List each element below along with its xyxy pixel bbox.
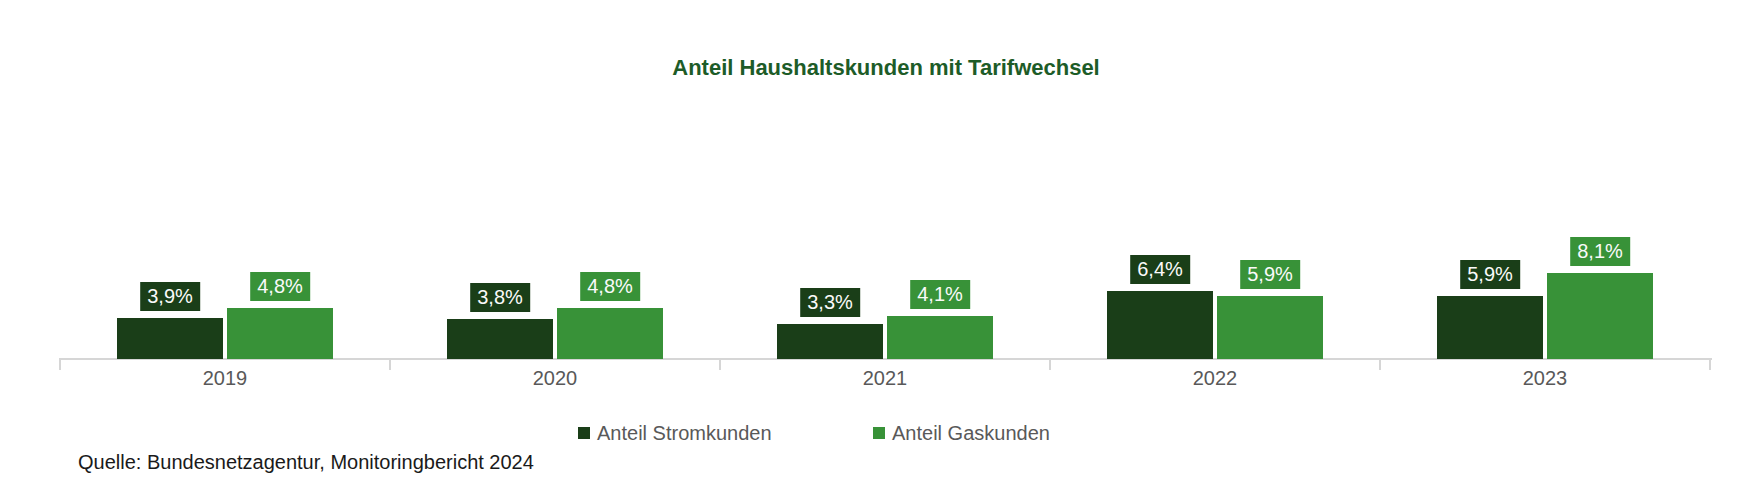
legend: Anteil Stromkunden Anteil Gaskunden bbox=[0, 421, 1737, 447]
x-tick-label-2022: 2022 bbox=[1050, 366, 1380, 390]
x-axis-tick bbox=[1709, 358, 1711, 370]
bar-value-label: 3,3% bbox=[800, 288, 860, 317]
bar-2020-gas bbox=[557, 308, 663, 359]
legend-item-stromkunden: Anteil Stromkunden bbox=[578, 421, 772, 445]
legend-label: Anteil Stromkunden bbox=[597, 422, 772, 445]
bar-2022-strom bbox=[1107, 291, 1213, 359]
source-note: Quelle: Bundesnetzagentur, Monitoringber… bbox=[78, 451, 534, 474]
bar-value-label: 4,1% bbox=[910, 280, 970, 309]
bar-value-label: 8,1% bbox=[1570, 237, 1630, 266]
bar-2019-gas bbox=[227, 308, 333, 359]
legend-swatch-icon bbox=[578, 427, 590, 439]
bar-2023-strom bbox=[1437, 296, 1543, 359]
x-tick-label-2019: 2019 bbox=[60, 366, 390, 390]
bar-value-label: 4,8% bbox=[250, 272, 310, 301]
bar-2021-gas bbox=[887, 316, 993, 359]
chart-canvas: Anteil Haushaltskunden mit Tarifwechsel … bbox=[0, 0, 1737, 496]
chart-title: Anteil Haushaltskunden mit Tarifwechsel bbox=[60, 55, 1712, 81]
x-tick-label-2021: 2021 bbox=[720, 366, 1050, 390]
bar-2020-strom bbox=[447, 319, 553, 359]
bar-value-label: 4,8% bbox=[580, 272, 640, 301]
bar-2023-gas bbox=[1547, 273, 1653, 359]
bar-2021-strom bbox=[777, 324, 883, 359]
legend-item-gaskunden: Anteil Gaskunden bbox=[873, 421, 1050, 445]
legend-label: Anteil Gaskunden bbox=[892, 422, 1050, 445]
x-tick-label-2020: 2020 bbox=[390, 366, 720, 390]
bar-value-label: 3,8% bbox=[470, 283, 530, 312]
bar-2019-strom bbox=[117, 318, 223, 359]
bar-value-label: 5,9% bbox=[1240, 260, 1300, 289]
bar-value-label: 5,9% bbox=[1460, 260, 1520, 289]
x-tick-label-2023: 2023 bbox=[1380, 366, 1710, 390]
bar-value-label: 6,4% bbox=[1130, 255, 1190, 284]
legend-swatch-icon bbox=[873, 427, 885, 439]
bar-2022-gas bbox=[1217, 296, 1323, 359]
bar-value-label: 3,9% bbox=[140, 282, 200, 311]
